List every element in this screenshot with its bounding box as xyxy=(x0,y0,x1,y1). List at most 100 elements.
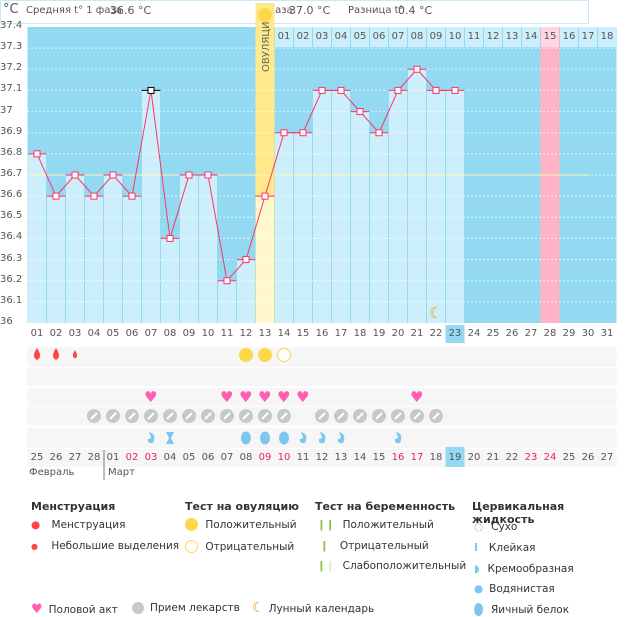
calendar-date-label: 27 xyxy=(600,452,614,463)
pill-stripe xyxy=(185,412,193,420)
phase2-day-cell xyxy=(275,27,293,47)
temperature-point xyxy=(432,86,440,94)
cycle-day-label: 16 xyxy=(315,328,329,339)
y-tick-label: 36.1 xyxy=(0,294,23,306)
legend-label: Положительный xyxy=(342,519,434,531)
phase2-day-cell xyxy=(389,27,407,47)
phase1-value: 36.6 °C xyxy=(110,4,152,17)
calendar-date-label: 24 xyxy=(543,452,557,463)
bbt-chart: ОВУЛЯЦИЯ ☾ ♥ ♥ ♥ ♥ ♥ ♥ ♥ xyxy=(27,3,617,480)
phase2-day-cell xyxy=(446,27,464,47)
cycle-day-label: 03 xyxy=(68,328,82,339)
pill-stripe xyxy=(356,412,364,420)
temperature-point xyxy=(33,150,41,158)
legend-spotting: ● Небольшие выделения xyxy=(31,540,179,552)
phase2-day-label: 05 xyxy=(353,31,367,42)
moon-icon: ☾ xyxy=(252,600,265,616)
phase2-day-cell xyxy=(560,27,578,47)
filled-circle-icon xyxy=(185,518,198,531)
pill-stripe xyxy=(166,412,174,420)
blood-drop-icon: ● xyxy=(31,519,41,531)
phase2-day-cell xyxy=(598,27,616,47)
eggwhite-fluid-icon xyxy=(241,431,251,445)
calendar-date-label: 15 xyxy=(372,452,386,463)
faint-lines-icon: ❙❙ xyxy=(317,560,335,572)
eggwhite-icon xyxy=(474,603,483,616)
pill-stripe xyxy=(375,412,383,420)
temperature-bar xyxy=(446,90,464,323)
heart-icon: ♥ xyxy=(31,602,43,617)
legend-watery: ● Водянистая xyxy=(474,583,555,595)
temperature-bar xyxy=(199,175,217,323)
legend-menstruation-title: Менструация xyxy=(31,500,116,513)
legend-dry: ○ Сухо xyxy=(474,521,517,533)
phase2-label: 2 фаза xyxy=(257,5,293,16)
legend-cervical-title: Цервикальная жидкость xyxy=(472,500,565,526)
calendar-date-label: 05 xyxy=(182,452,196,463)
cycle-day-label: 23 xyxy=(448,328,462,339)
phase2-day-label: 18 xyxy=(600,31,614,42)
icon-row-background xyxy=(27,347,617,367)
legend-label: Менструация xyxy=(51,519,126,531)
cycle-day-label: 12 xyxy=(239,328,253,339)
cycle-day-label: 11 xyxy=(220,328,234,339)
pill-stripe xyxy=(280,412,288,420)
phase2-day-label: 03 xyxy=(315,31,329,42)
legend-label: Кремообразная xyxy=(487,563,574,575)
pill-stripe xyxy=(147,412,155,420)
temperature-point xyxy=(71,171,79,179)
phase2-day-label: 15 xyxy=(543,31,557,42)
temperature-bar xyxy=(237,259,255,323)
y-tick-label: 37.2 xyxy=(0,62,23,74)
pill-stripe xyxy=(432,412,440,420)
creamy-fluid-icon xyxy=(299,432,307,444)
phase2-day-cell xyxy=(541,27,559,47)
temperature-bar xyxy=(85,196,103,323)
dry-drop-icon: ○ xyxy=(474,521,484,533)
temperature-bar xyxy=(161,238,179,323)
watery-drop-icon: ● xyxy=(474,583,484,595)
phase2-day-cell xyxy=(408,27,426,47)
phase2-day-cell xyxy=(465,27,483,47)
legend-label: Яичный белок xyxy=(491,603,570,616)
cycle-day-label: 29 xyxy=(562,328,576,339)
pill-stripe xyxy=(394,412,402,420)
phase2-day-cell xyxy=(313,27,331,47)
phase2-day-label: 17 xyxy=(581,31,595,42)
cycle-day-label: 10 xyxy=(201,328,215,339)
cycle-day-label: 21 xyxy=(410,328,424,339)
today-date-marker xyxy=(445,447,465,467)
sticky-fluid-icon xyxy=(166,432,174,444)
calendar-date-label: 20 xyxy=(467,452,481,463)
creamy-fluid-icon xyxy=(318,432,326,444)
phase2-day-label: 06 xyxy=(372,31,386,42)
cycle-day-label: 28 xyxy=(543,328,557,339)
calendar-date-label: 08 xyxy=(239,452,253,463)
phase2-day-label: 12 xyxy=(486,31,500,42)
calendar-date-label: 25 xyxy=(562,452,576,463)
creamy-icon: ◗ xyxy=(474,563,480,575)
phase2-day-cell xyxy=(427,27,445,47)
temperature-point xyxy=(204,171,212,179)
phase2-day-cell xyxy=(522,27,540,47)
cycle-day-label: 24 xyxy=(467,328,481,339)
ovulation-test-icon xyxy=(239,348,253,362)
y-tick-label: 36.7 xyxy=(0,168,23,179)
temperature-point xyxy=(280,129,288,137)
blood-drop-icon xyxy=(53,348,59,360)
cycle-day-label: 15 xyxy=(296,328,310,339)
temperature-point xyxy=(90,192,98,200)
cycle-day-label: 17 xyxy=(334,328,348,339)
pill-stripe xyxy=(413,412,421,420)
creamy-fluid-icon xyxy=(337,432,345,444)
y-tick-label: 36.5 xyxy=(0,210,23,222)
moon-icon: ☾ xyxy=(429,304,442,322)
calendar-date-label: 01 xyxy=(106,452,120,463)
legend-label: Небольшие выделения xyxy=(51,540,180,552)
calendar-date-label: 03 xyxy=(144,452,158,463)
calendar-date-label: 06 xyxy=(201,452,215,463)
y-tick-label: 36.6 xyxy=(0,189,23,201)
cycle-day-label: 27 xyxy=(524,328,538,339)
heart-icon: ♥ xyxy=(144,388,157,406)
temperature-point xyxy=(52,192,60,200)
